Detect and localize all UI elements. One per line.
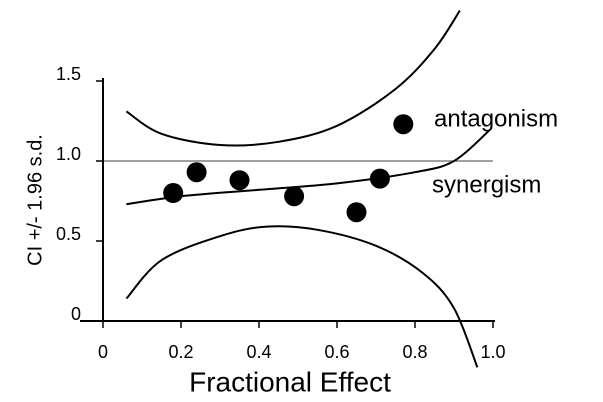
data-point [229, 170, 250, 191]
x-tick-label: 0.8 [402, 342, 427, 362]
curve [125, 225, 479, 368]
x-tick-label: 0.2 [168, 342, 193, 362]
annotation: synergism [432, 171, 541, 198]
x-tick-label: 1.0 [480, 342, 505, 362]
x-axis-label: Fractional Effect [189, 366, 391, 397]
data-point [369, 168, 390, 189]
data-point [284, 186, 305, 207]
y-tick-label: 0 [71, 304, 81, 324]
data-point [346, 202, 367, 223]
y-tick-label: 1.0 [56, 144, 81, 164]
x-tick-label: 0.4 [246, 342, 271, 362]
y-tick-label: 0.5 [56, 224, 81, 244]
data-point [163, 183, 184, 203]
x-tick-label: 0 [98, 342, 108, 362]
data-point [186, 162, 207, 183]
curve [125, 10, 461, 147]
y-tick-label: 1.5 [56, 64, 81, 84]
annotation: antagonism [434, 105, 558, 132]
data-point [393, 114, 414, 135]
x-tick-label: 0.6 [324, 342, 349, 362]
y-axis-label: CI +/- 1.96 s.d. [24, 134, 46, 266]
